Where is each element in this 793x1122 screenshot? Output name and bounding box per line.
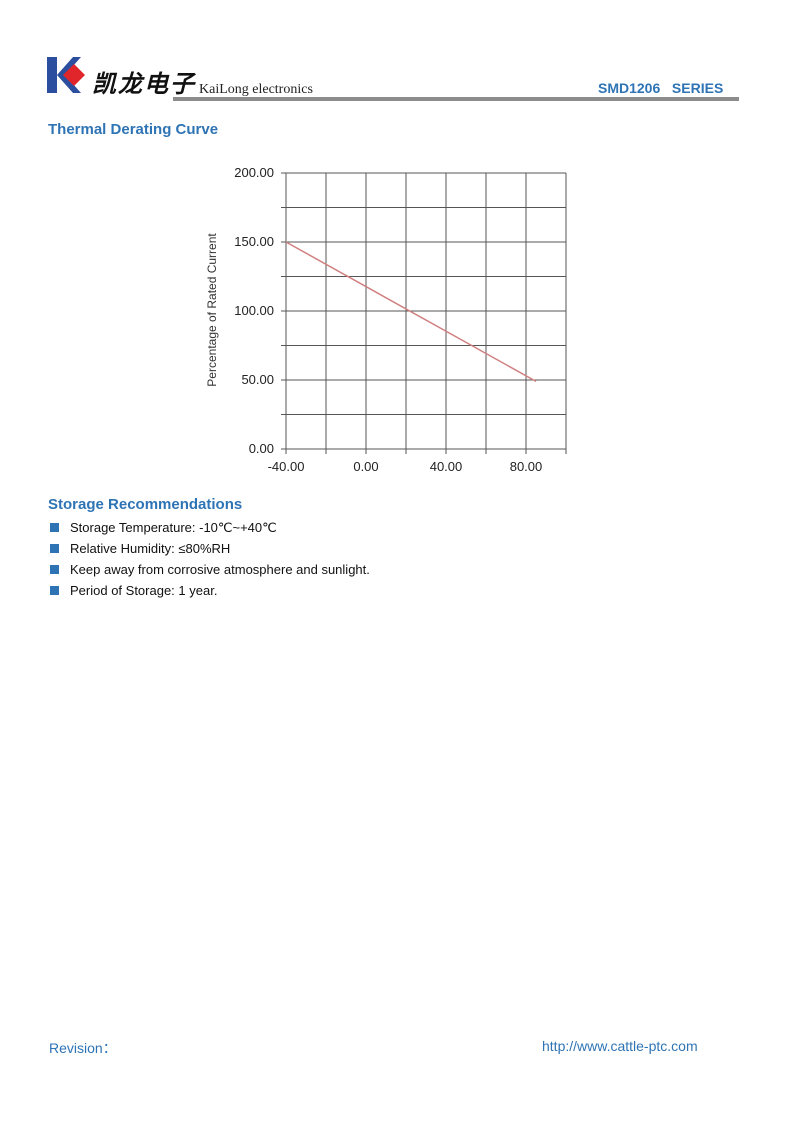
thermal-derating-chart: -40.00 0.00 40.00 80.00 0.00 50.00 100.00 150.0… <box>205 165 567 474</box>
storage-heading: Storage Recommendations <box>48 496 243 513</box>
storage-list: Storage Temperature: -10℃~+40℃ Relative … <box>50 517 370 601</box>
bullet-square-icon <box>50 544 59 553</box>
thermal-heading: Thermal Derating Curve <box>48 121 219 138</box>
list-item: Keep away from corrosive atmosphere and … <box>50 559 370 580</box>
logo-english-text: KaiLong electronics <box>199 82 313 97</box>
y-axis-label: Percentage of Rated Current <box>205 233 219 387</box>
revision-label: Revision： <box>49 1040 117 1056</box>
y-tick-label: 50.00 <box>241 372 274 387</box>
bullet-square-icon <box>50 523 59 532</box>
keep-away-note: Keep away from corrosive atmosphere and … <box>70 562 370 577</box>
logo-chinese-text: 凯龙电子 <box>92 69 196 98</box>
series-title: SMD1206 SERIES <box>598 80 724 96</box>
derating-curve-line <box>285 241 537 383</box>
header-divider <box>173 97 739 101</box>
kailong-logo-icon <box>47 57 85 93</box>
y-tick-label: 100.00 <box>234 303 274 318</box>
y-tick-label: 0.00 <box>249 441 274 456</box>
x-tick-label: 40.00 <box>430 459 463 474</box>
x-tick-label: 0.00 <box>353 459 378 474</box>
y-tick-label: 150.00 <box>234 234 274 249</box>
list-item: Relative Humidity: ≤80%RH <box>50 538 370 559</box>
y-tick-label: 200.00 <box>234 165 274 180</box>
bullet-square-icon <box>50 565 59 574</box>
list-item: Period of Storage: 1 year. <box>50 580 370 601</box>
storage-period: Period of Storage: 1 year. <box>70 583 218 598</box>
x-tick-label: 80.00 <box>510 459 543 474</box>
storage-temperature: Storage Temperature: -10℃~+40℃ <box>70 519 277 535</box>
website-link[interactable]: http://www.cattle-ptc.com <box>542 1038 698 1054</box>
bullet-square-icon <box>50 586 59 595</box>
x-tick-label: -40.00 <box>268 459 305 474</box>
relative-humidity: Relative Humidity: ≤80%RH <box>70 541 231 556</box>
list-item: Storage Temperature: -10℃~+40℃ <box>50 517 370 538</box>
